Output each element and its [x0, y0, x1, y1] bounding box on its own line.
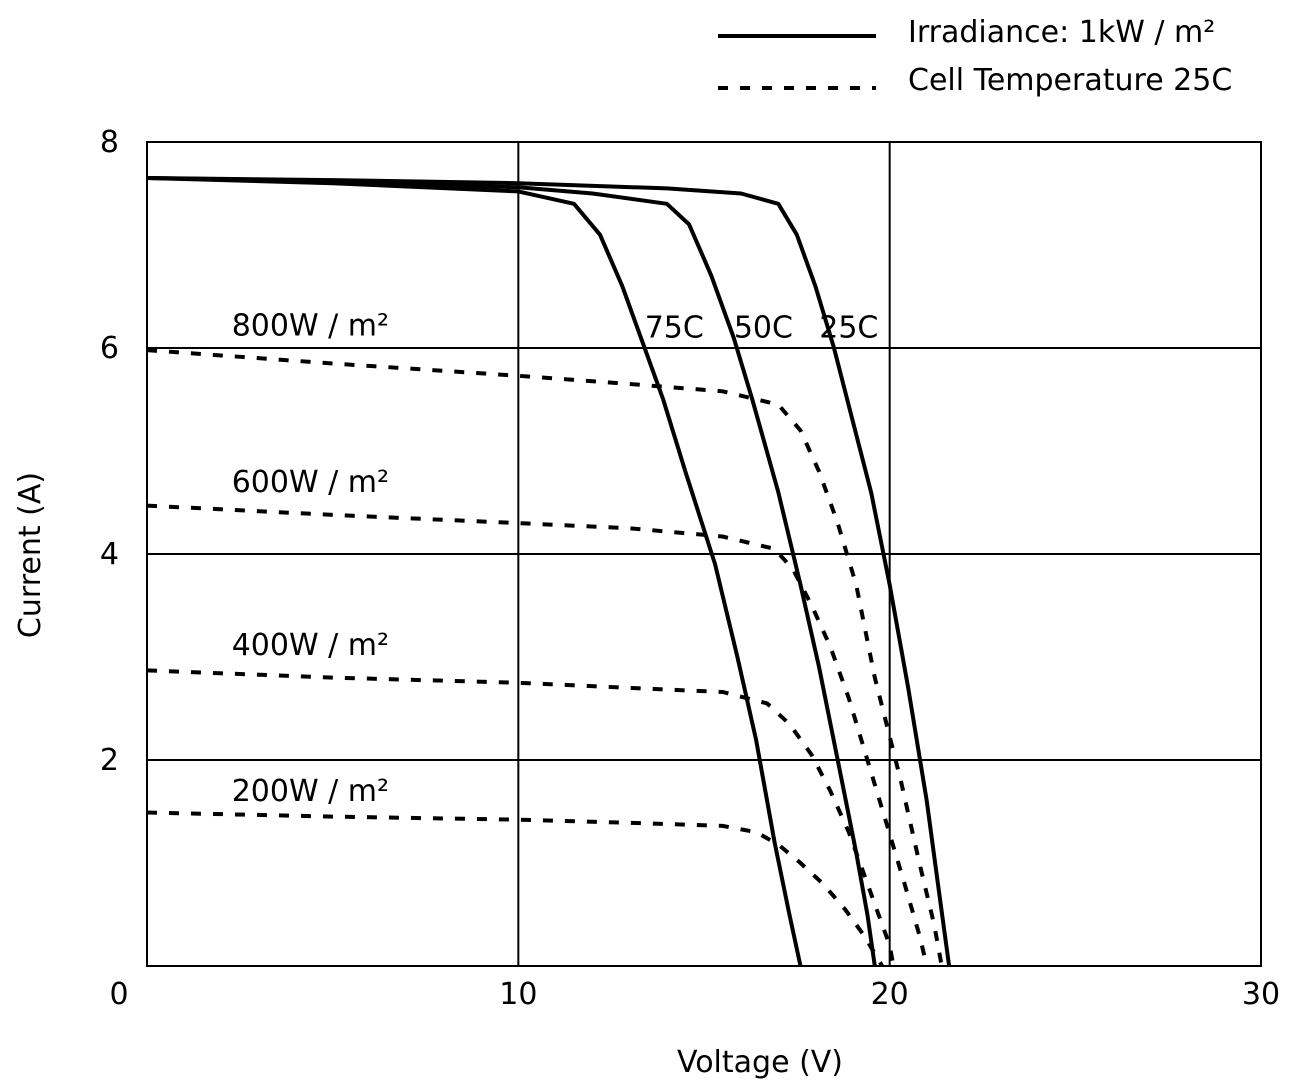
x-tick-label: 30 [1242, 977, 1280, 1012]
series-curve-50c [146, 176, 877, 967]
y-axis-label: Current (A) [13, 472, 48, 638]
series-curves [146, 176, 952, 968]
series-curve-600w-m [146, 503, 929, 967]
series-curve-400w-m [146, 668, 896, 967]
legend: Irradiance: 1kW / m² Cell Temperature 25… [718, 15, 1232, 98]
curve-label: 75C [645, 311, 704, 346]
curve-label: 600W / m² [232, 465, 389, 500]
tick-labels: 0 10 20 30 2 4 6 8 [100, 125, 1280, 1012]
legend-entry-cell-temperature: Cell Temperature 25C [908, 63, 1232, 98]
x-axis-label: Voltage (V) [677, 1045, 843, 1080]
curve-label: 50C [734, 311, 793, 346]
y-tick-label: 2 [100, 743, 119, 778]
curve-label: 25C [819, 311, 878, 346]
grid [146, 141, 1262, 967]
curve-label: 200W / m² [232, 774, 389, 809]
series-curve-25c [146, 176, 952, 967]
series-curve-800w-m [146, 348, 944, 967]
x-tick-label: 0 [109, 977, 128, 1012]
series-curve-75c [146, 176, 803, 967]
legend-entry-irradiance: Irradiance: 1kW / m² [908, 15, 1215, 50]
y-tick-label: 8 [100, 125, 119, 160]
y-tick-label: 4 [100, 537, 119, 572]
curve-labels: 75C 50C 25C 800W / m² 600W / m² 400W / m² 200W… [232, 309, 879, 810]
y-tick-label: 6 [100, 331, 119, 366]
x-tick-label: 10 [499, 977, 537, 1012]
x-tick-label: 20 [871, 977, 909, 1012]
curve-label: 800W / m² [232, 309, 389, 344]
curve-label: 400W / m² [232, 628, 389, 663]
